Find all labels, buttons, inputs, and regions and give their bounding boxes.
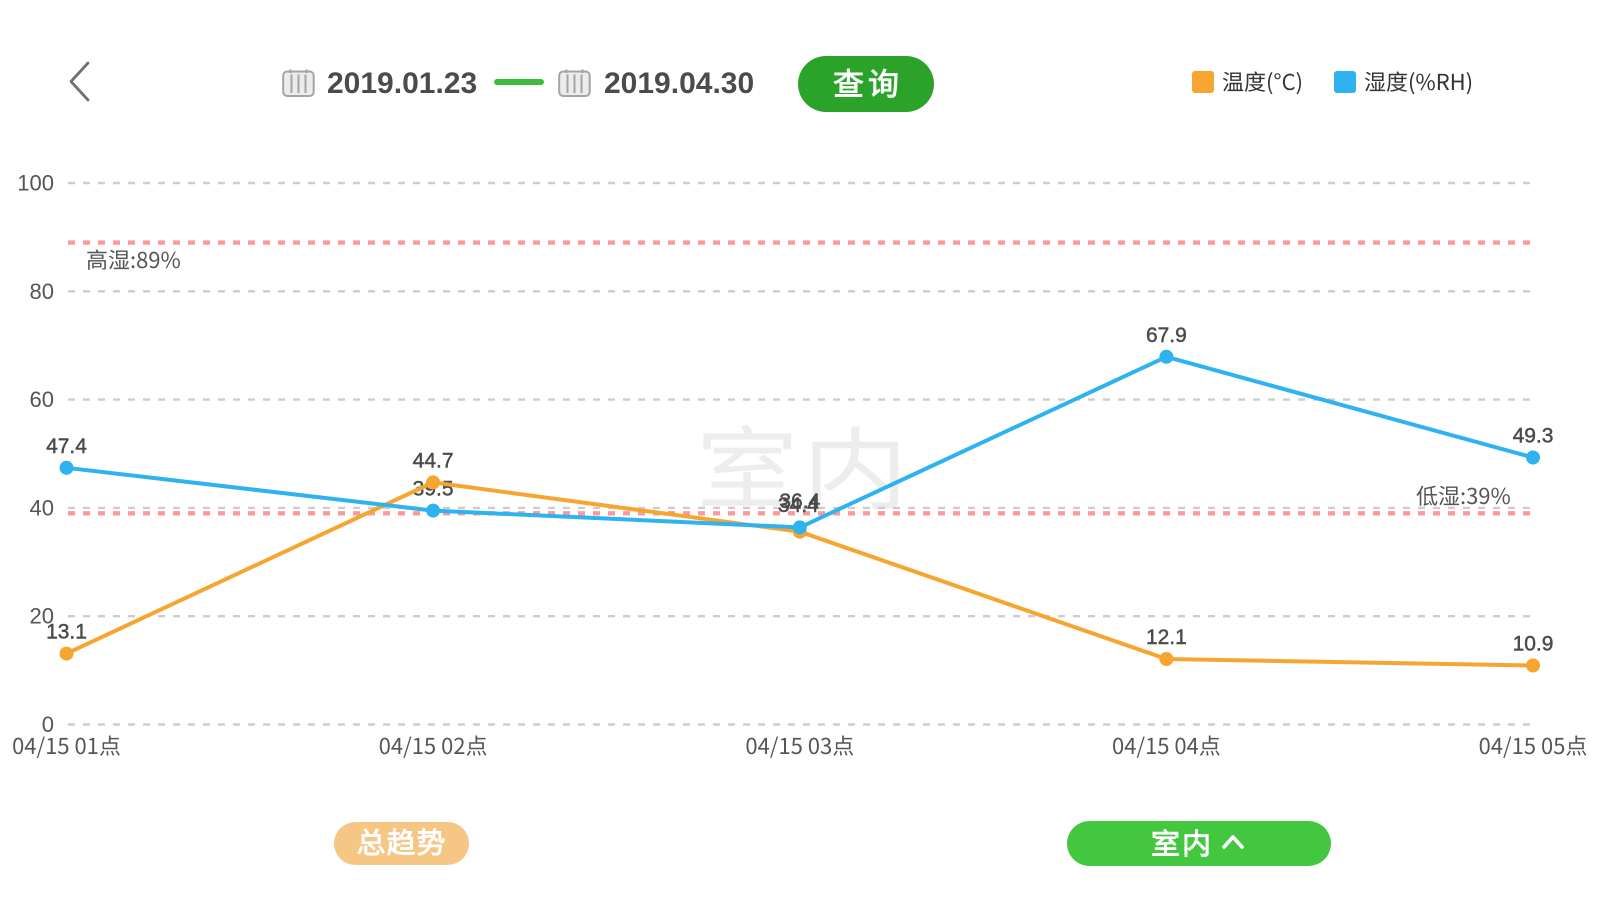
svg-text:2019.01.23: 2019.01.23 [327,67,477,100]
svg-text:34.4: 34.4 [778,494,819,517]
svg-text:67.9: 67.9 [1146,324,1187,347]
svg-text:12.1: 12.1 [1146,626,1187,649]
svg-text:2019.04.30: 2019.04.30 [604,67,754,100]
svg-text:49.3: 49.3 [1513,425,1554,448]
svg-text:20: 20 [30,604,54,629]
svg-text:40: 40 [30,495,54,520]
svg-text:13.1: 13.1 [46,621,87,644]
svg-text:80: 80 [30,279,54,304]
svg-text:0: 0 [42,712,54,737]
svg-text:60: 60 [30,387,54,412]
svg-text:36.4: 36.4 [779,490,820,513]
svg-text:10.9: 10.9 [1513,633,1554,656]
svg-text:100: 100 [17,171,54,196]
svg-text:47.4: 47.4 [46,435,87,458]
svg-text:44.7: 44.7 [413,449,454,472]
